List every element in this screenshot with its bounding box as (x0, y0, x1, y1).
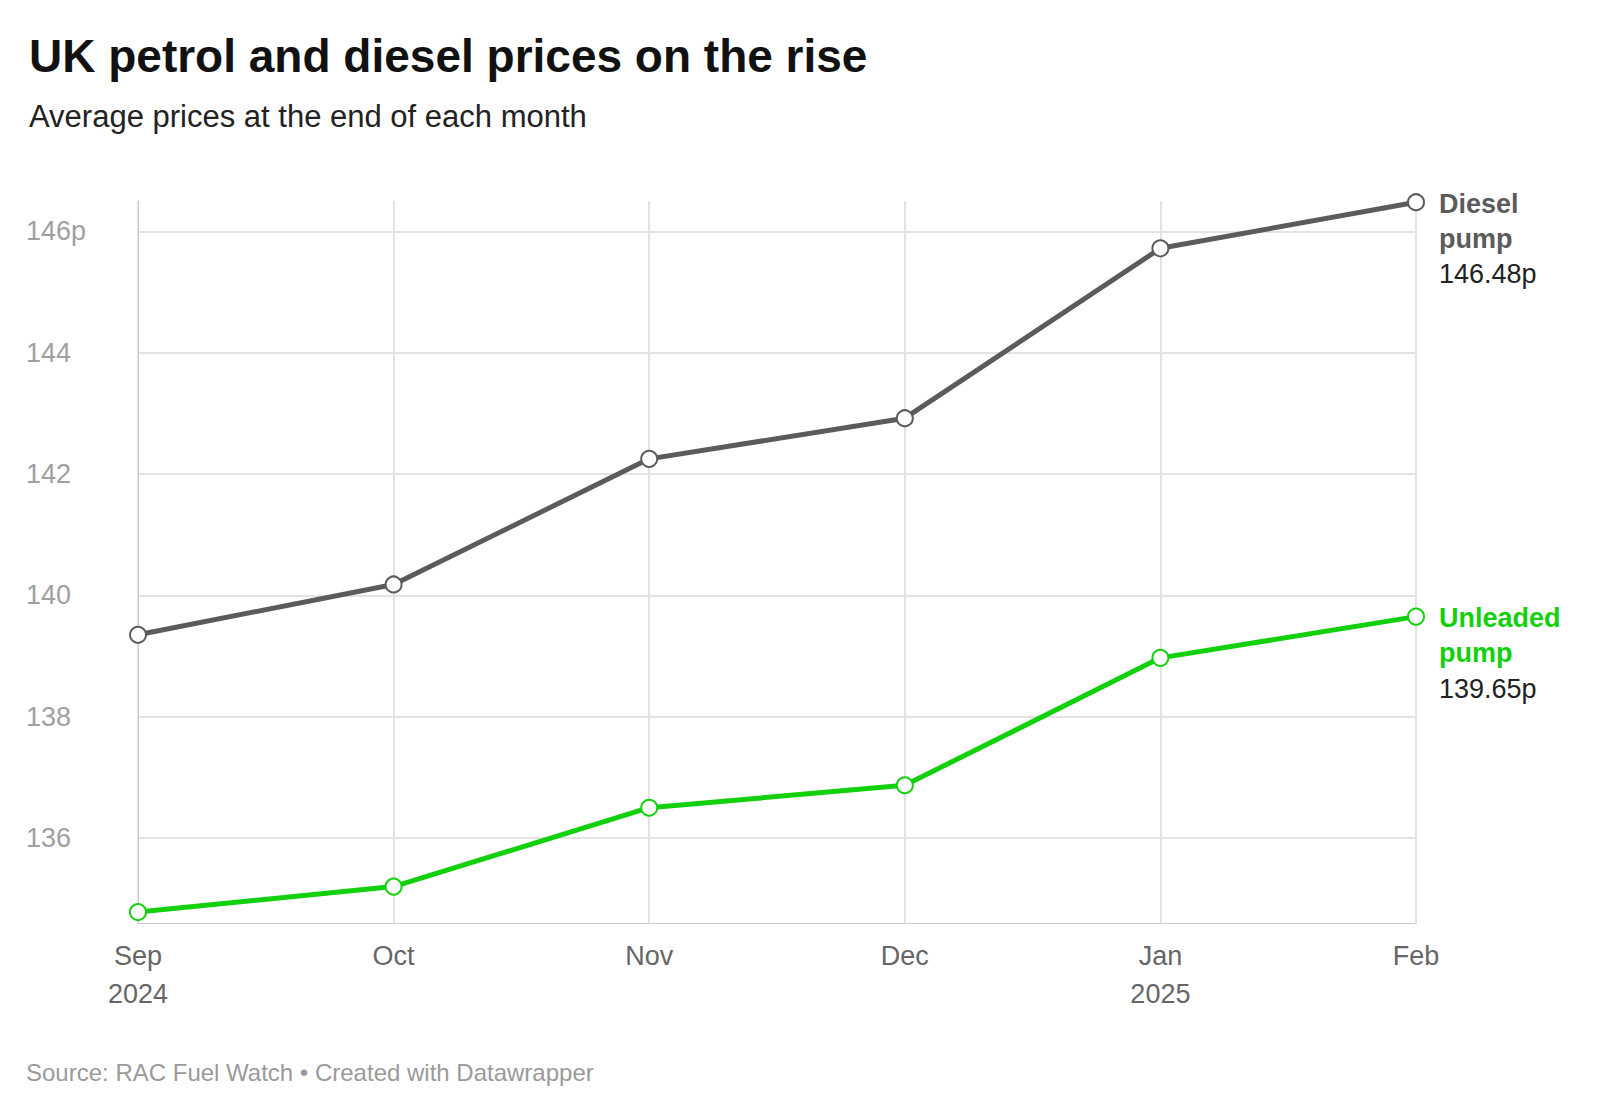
svg-text:Diesel: Diesel (1439, 189, 1519, 219)
svg-text:Unleaded: Unleaded (1439, 603, 1561, 633)
svg-text:Nov: Nov (625, 941, 674, 971)
svg-text:UK petrol and diesel prices on: UK petrol and diesel prices on the rise (29, 30, 867, 82)
svg-text:pump: pump (1439, 638, 1513, 668)
svg-text:144: 144 (26, 338, 71, 368)
svg-text:142: 142 (26, 459, 71, 489)
svg-text:pump: pump (1439, 224, 1513, 254)
svg-text:140: 140 (26, 580, 71, 610)
svg-text:Source: RAC Fuel Watch • Creat: Source: RAC Fuel Watch • Created with Da… (26, 1059, 594, 1086)
svg-text:146.48p: 146.48p (1439, 259, 1537, 289)
svg-text:Dec: Dec (881, 941, 929, 971)
svg-text:146p: 146p (26, 216, 86, 246)
svg-text:Oct: Oct (373, 941, 416, 971)
svg-text:2024: 2024 (108, 979, 168, 1009)
svg-text:2025: 2025 (1130, 979, 1190, 1009)
svg-text:138: 138 (26, 702, 71, 732)
svg-text:136: 136 (26, 823, 71, 853)
svg-text:139.65p: 139.65p (1439, 674, 1537, 704)
svg-text:Sep: Sep (114, 941, 162, 971)
svg-text:Average prices at the end of e: Average prices at the end of each month (29, 99, 587, 134)
svg-text:Jan: Jan (1139, 941, 1183, 971)
svg-text:Feb: Feb (1393, 941, 1440, 971)
